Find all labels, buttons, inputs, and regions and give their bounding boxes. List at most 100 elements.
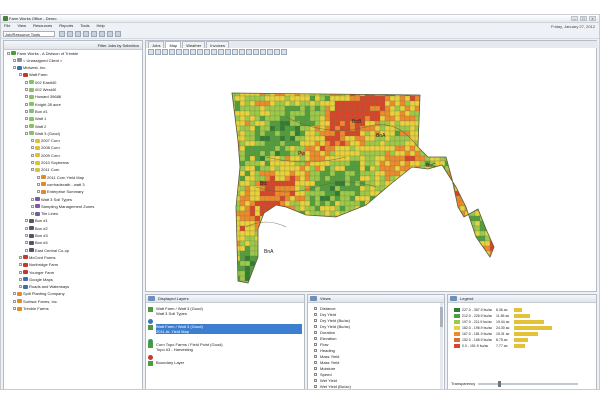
transparency-slider[interactable] bbox=[478, 381, 578, 387]
expand-toggle-icon[interactable] bbox=[13, 66, 16, 70]
expand-toggle-icon[interactable] bbox=[25, 95, 28, 99]
legend-row[interactable]: 0.0 - 151.9 bu/ac 7.77 ac bbox=[454, 343, 510, 348]
layer-item[interactable]: Watt Farm / Watt 3 (Good) 2011 AL Yield M… bbox=[148, 324, 302, 334]
view-item[interactable]: Dry Yield (Bu/ac) bbox=[313, 318, 351, 323]
tab-weather[interactable]: Weather bbox=[182, 41, 206, 48]
menu-reports[interactable]: Reports bbox=[59, 23, 74, 28]
legend-row[interactable]: 212.0 - 226.9 bu/ac 11.65 ac bbox=[454, 313, 510, 318]
merge-icon[interactable] bbox=[267, 49, 273, 55]
tree-item[interactable]: < Unassigned Client > bbox=[13, 57, 62, 63]
tree-item[interactable]: Howard 39688 bbox=[25, 94, 61, 100]
view-item[interactable]: Wet Yield bbox=[314, 378, 337, 383]
expand-toggle-icon[interactable] bbox=[37, 182, 40, 186]
expand-toggle-icon[interactable] bbox=[25, 131, 28, 135]
expand-toggle-icon[interactable] bbox=[19, 270, 22, 274]
expand-toggle-icon[interactable] bbox=[25, 124, 28, 128]
tree-item[interactable]: Farm Works - A Division of Trimble bbox=[7, 50, 78, 56]
tree-item[interactable]: Bon #4 bbox=[25, 240, 48, 246]
close-button[interactable]: × bbox=[589, 16, 596, 21]
expand-toggle-icon[interactable] bbox=[19, 263, 22, 267]
select-icon[interactable] bbox=[148, 49, 154, 55]
info-icon[interactable] bbox=[218, 49, 224, 55]
view-item[interactable]: Speed bbox=[314, 372, 332, 377]
edit-icon[interactable] bbox=[204, 49, 210, 55]
maximize-button[interactable]: □ bbox=[580, 16, 587, 21]
help-icon[interactable] bbox=[115, 31, 121, 37]
view-item[interactable]: Dry Yield (Bu/ac) bbox=[313, 324, 351, 329]
tree-item[interactable]: 2009 Corn bbox=[31, 152, 60, 158]
tree-item[interactable]: Knight 28 acre bbox=[25, 101, 61, 107]
expand-toggle-icon[interactable] bbox=[25, 226, 28, 230]
expand-toggle-icon[interactable] bbox=[37, 175, 40, 179]
expand-toggle-icon[interactable] bbox=[13, 299, 16, 303]
open-icon[interactable] bbox=[67, 31, 73, 37]
tree-item[interactable]: 2010 Soybeans bbox=[31, 160, 69, 166]
gps-icon[interactable] bbox=[246, 49, 252, 55]
print-icon[interactable] bbox=[239, 49, 245, 55]
measure-icon[interactable] bbox=[183, 49, 189, 55]
expand-toggle-icon[interactable] bbox=[19, 255, 22, 259]
menu-tools[interactable]: Tools bbox=[80, 23, 90, 28]
view-item[interactable]: Mass Yield bbox=[313, 360, 340, 365]
view-item[interactable]: Wet Yield (Bu/ac) bbox=[314, 384, 351, 389]
tool-set-select[interactable]: Job/Resource Tools bbox=[3, 31, 55, 37]
tree-item[interactable]: Midwest, Inc. bbox=[13, 65, 46, 71]
view-item[interactable]: Distance bbox=[314, 306, 336, 311]
yield-map[interactable]: BnB Pw BnA Btc BnC BnA bbox=[146, 57, 596, 291]
split-icon[interactable] bbox=[260, 49, 266, 55]
expand-toggle-icon[interactable] bbox=[31, 139, 34, 143]
layer-up-icon[interactable] bbox=[148, 319, 153, 324]
tree-item[interactable]: 2011 Corn bbox=[31, 167, 59, 173]
tree-item[interactable]: Google Maps bbox=[19, 276, 53, 282]
grid-icon[interactable] bbox=[232, 49, 238, 55]
tree-item[interactable]: Surface Farms, Inc. bbox=[13, 298, 58, 304]
expand-toggle-icon[interactable] bbox=[25, 102, 28, 106]
tree-item[interactable]: Sampling Management Zones bbox=[31, 203, 94, 209]
legend-row[interactable]: 182.0 - 196.9 bu/ac 24.30 ac bbox=[454, 325, 510, 330]
menu-view[interactable]: View bbox=[17, 23, 27, 28]
new-icon[interactable] bbox=[59, 31, 65, 37]
view-item[interactable]: Elevation bbox=[313, 336, 337, 341]
save-icon[interactable] bbox=[75, 31, 81, 37]
view-item[interactable]: Heading bbox=[314, 348, 335, 353]
tab-map[interactable]: Map bbox=[165, 41, 182, 48]
expand-toggle-icon[interactable] bbox=[31, 153, 34, 157]
layer-down-icon[interactable] bbox=[148, 339, 153, 344]
tree-item[interactable]: McCord Farms bbox=[19, 254, 55, 260]
tree-item[interactable]: Watt 2 bbox=[25, 123, 46, 129]
legend-row[interactable]: 197.0 - 211.9 bu/ac 19.44 ac bbox=[454, 319, 510, 324]
tab-jobs[interactable]: Jobs bbox=[148, 41, 165, 48]
tree-item[interactable]: Watt Farm bbox=[19, 72, 48, 78]
expand-toggle-icon[interactable] bbox=[19, 73, 22, 77]
tree-item[interactable]: Trimble Farms bbox=[13, 306, 49, 312]
print-icon[interactable] bbox=[83, 31, 89, 37]
expand-toggle-icon[interactable] bbox=[13, 58, 16, 62]
minimize-button[interactable]: – bbox=[571, 16, 578, 21]
tree-item[interactable]: Enterprise Summary bbox=[37, 189, 83, 195]
tree-item[interactable]: corrhadecatb - watt 3 bbox=[37, 181, 85, 187]
expand-toggle-icon[interactable] bbox=[31, 161, 34, 164]
tree-item[interactable]: Spilt Planting Company bbox=[13, 291, 65, 297]
draw-line-icon[interactable] bbox=[190, 49, 196, 55]
expand-toggle-icon[interactable] bbox=[19, 285, 22, 289]
delete-icon[interactable] bbox=[211, 49, 217, 55]
views-scrollbar[interactable] bbox=[440, 303, 443, 389]
layer-item[interactable]: Boundary Layer bbox=[148, 360, 302, 366]
expand-toggle-icon[interactable] bbox=[13, 292, 16, 296]
filter-jobs-checkbox[interactable]: Filter Jobs by Selection bbox=[97, 43, 139, 48]
layer-item[interactable]: Watt Farm / Watt 3 (Good) Watt 3 Soil Typ… bbox=[148, 306, 302, 316]
label-icon[interactable] bbox=[274, 49, 280, 55]
legend-row[interactable]: 227.0 - 357.9 bu/ac 6.36 ac bbox=[454, 307, 510, 312]
draw-area-icon[interactable] bbox=[197, 49, 203, 55]
expand-toggle-icon[interactable] bbox=[7, 51, 10, 55]
tree-item[interactable]: Watt 1 bbox=[25, 116, 46, 122]
slider-thumb[interactable] bbox=[498, 381, 501, 387]
pan-icon[interactable] bbox=[155, 49, 161, 55]
view-item[interactable]: Mass Yield bbox=[313, 354, 340, 359]
expand-toggle-icon[interactable] bbox=[31, 146, 34, 150]
expand-toggle-icon[interactable] bbox=[25, 109, 28, 113]
view-item[interactable]: Dry Yield bbox=[313, 312, 337, 317]
tree-item[interactable]: Tile Lines bbox=[31, 211, 58, 217]
tree-item[interactable]: Watt 3 Soil Types bbox=[31, 196, 72, 202]
layer-item[interactable]: Corn Topo Farms / Field Point (Good) Topo… bbox=[148, 342, 302, 352]
